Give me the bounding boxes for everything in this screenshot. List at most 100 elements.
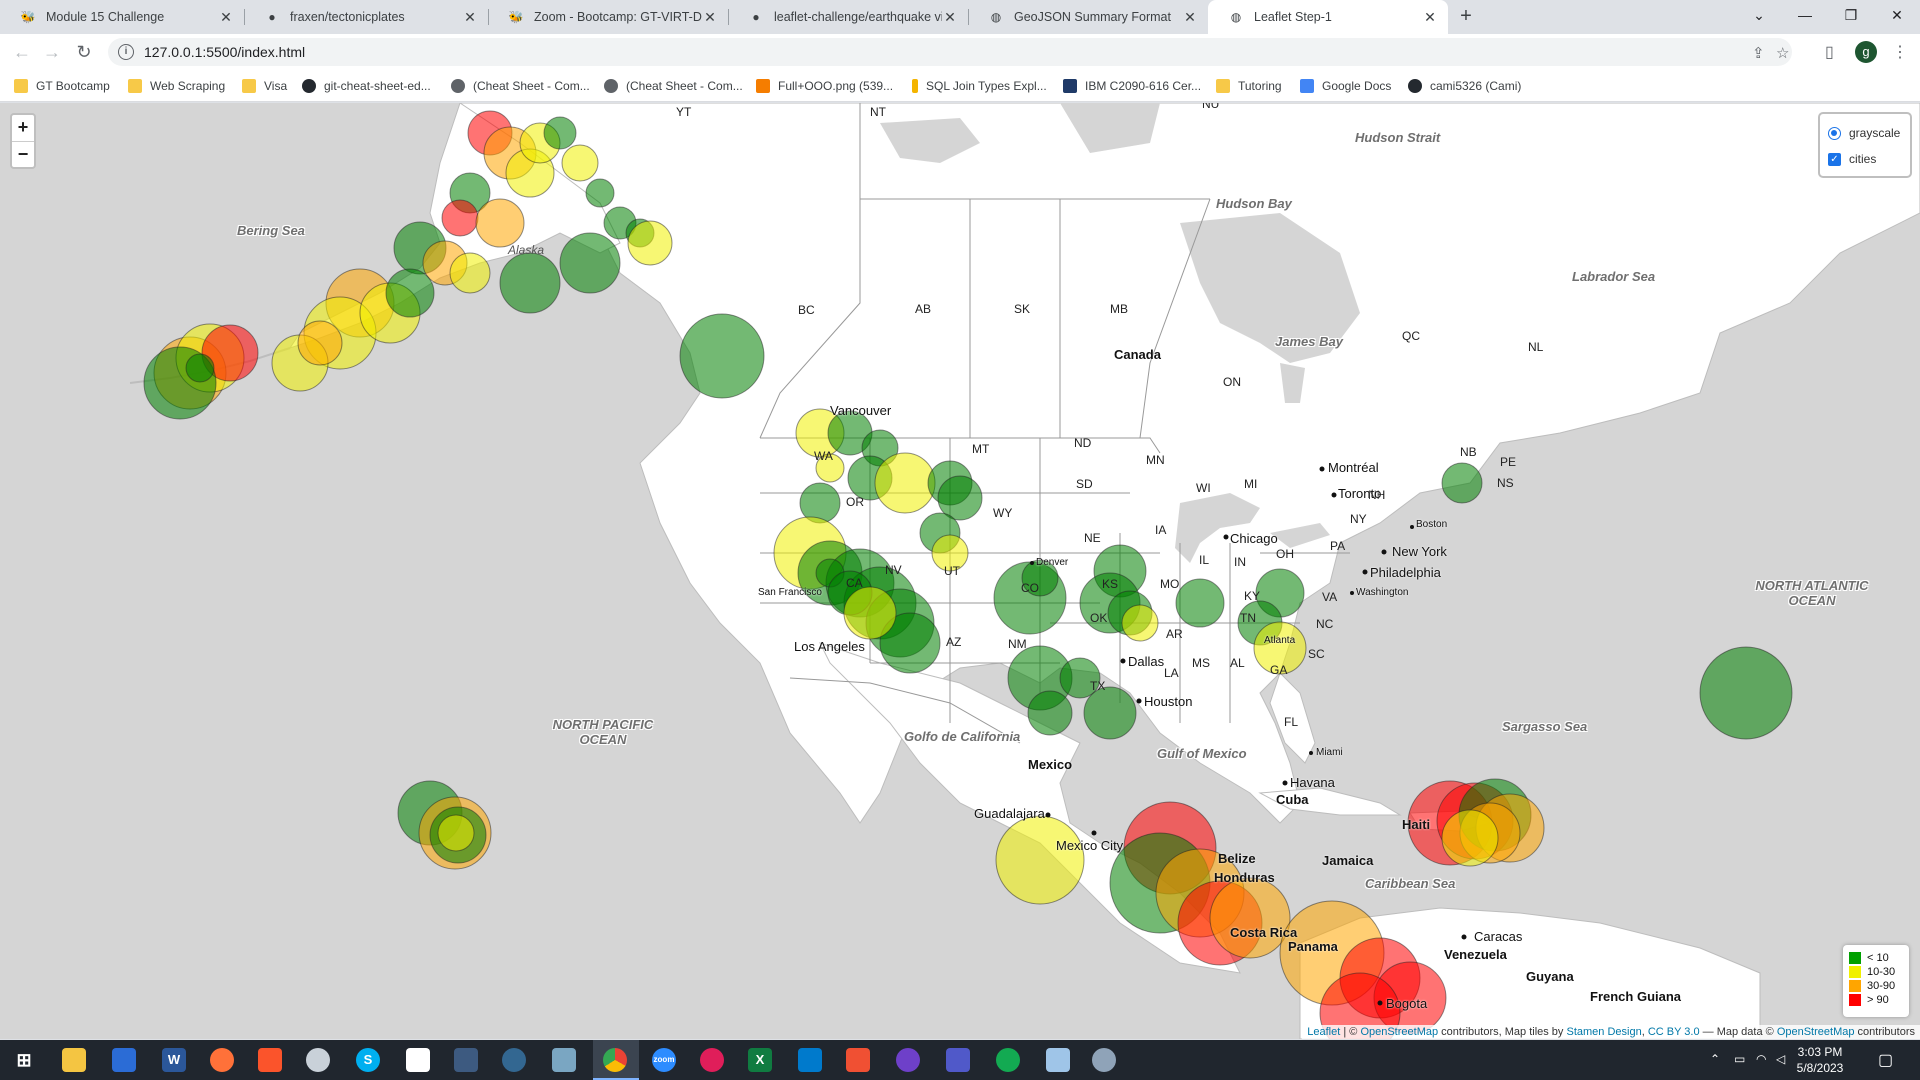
earthquake-marker[interactable] — [1059, 657, 1101, 699]
earthquake-marker[interactable] — [1121, 604, 1159, 642]
tab-module-15[interactable]: 🐝 Module 15 Challenge ✕ — [0, 0, 244, 34]
back-button[interactable]: ← — [13, 42, 31, 62]
base-layer-option[interactable]: grayscale — [1828, 120, 1902, 146]
side-panel-icon[interactable]: ▯ — [1825, 44, 1834, 61]
earthquake-marker[interactable] — [879, 612, 941, 674]
earthquake-marker[interactable] — [1441, 462, 1483, 504]
close-window-button[interactable]: ✕ — [1891, 7, 1903, 23]
earthquake-marker[interactable] — [297, 320, 343, 366]
forward-button[interactable]: → — [43, 42, 61, 62]
earthquake-marker[interactable] — [1209, 877, 1291, 959]
zoom-icon[interactable]: zoom — [652, 1048, 676, 1072]
earthquake-marker[interactable] — [201, 324, 259, 382]
wifi-icon[interactable]: ◠ — [1756, 1052, 1767, 1066]
earthquake-marker[interactable] — [874, 452, 936, 514]
overlay-layer-option[interactable]: ✓ cities — [1828, 146, 1902, 172]
excel-icon[interactable]: X — [748, 1048, 772, 1072]
tab-leaflet-challenge[interactable]: ● leaflet-challenge/earthquake visu ✕ — [728, 0, 968, 34]
bookmark-item[interactable]: GT Bootcamp — [14, 77, 110, 95]
earthquake-marker[interactable] — [937, 475, 983, 521]
battery-icon[interactable]: ▭ — [1734, 1052, 1746, 1066]
osm-link[interactable]: OpenStreetMap — [1360, 1026, 1439, 1038]
word-icon[interactable]: W — [162, 1048, 186, 1072]
file-icon[interactable] — [406, 1048, 430, 1072]
skype-icon[interactable]: S — [356, 1048, 380, 1072]
minimize-button[interactable]: — — [1798, 7, 1812, 23]
mongodb-icon[interactable] — [996, 1048, 1020, 1072]
tab-geojson-summary[interactable]: ◍ GeoJSON Summary Format ✕ — [968, 0, 1208, 34]
reload-button[interactable]: ↻ — [76, 42, 92, 62]
info-icon[interactable]: i — [118, 44, 134, 60]
osm-data-link[interactable]: OpenStreetMap — [1776, 1026, 1855, 1038]
earthquake-marker[interactable] — [449, 252, 491, 294]
bookmark-item[interactable]: Web Scraping — [128, 77, 225, 95]
address-bar[interactable]: i 127.0.0.1:5500/index.html ⇪ ☆ — [108, 38, 1792, 66]
earthquake-marker[interactable] — [679, 313, 765, 399]
earthquake-marker[interactable] — [585, 178, 615, 208]
firefox-icon[interactable] — [210, 1048, 234, 1072]
zoom-in-button[interactable]: + — [17, 117, 29, 137]
bookmark-item[interactable]: (Cheat Sheet - Com... — [451, 77, 590, 95]
bookmark-item[interactable]: git-cheat-sheet-ed... — [302, 77, 431, 95]
url-text[interactable]: 127.0.0.1:5500/index.html — [144, 44, 306, 60]
earthquake-marker[interactable] — [1083, 686, 1137, 740]
bookmark-item[interactable]: IBM C2090-616 Cer... — [1063, 77, 1201, 95]
earthquake-marker[interactable] — [1699, 646, 1793, 740]
notes-icon[interactable] — [1046, 1048, 1070, 1072]
checkbox-checked-icon[interactable]: ✓ — [1828, 152, 1841, 166]
bookmark-item[interactable]: Google Docs — [1300, 77, 1391, 95]
tab-zoom-bootcamp[interactable]: 🐝 Zoom - Bootcamp: GT-VIRT-DAT/ ✕ — [488, 0, 728, 34]
vscode-icon[interactable] — [798, 1048, 822, 1072]
earthquake-marker[interactable] — [1027, 690, 1073, 736]
leaflet-map[interactable]: Bering Sea NORTH PACIFIC OCEAN NORTH ATL… — [0, 103, 1920, 1039]
bookmark-item[interactable]: cami5326 (Cami) — [1408, 77, 1521, 95]
new-tab-button[interactable]: + — [1460, 5, 1472, 27]
close-icon[interactable]: ✕ — [1424, 8, 1436, 25]
earthquake-marker[interactable] — [499, 252, 561, 314]
earthquake-marker[interactable] — [561, 144, 599, 182]
close-icon[interactable]: ✕ — [704, 8, 716, 25]
earthquake-marker[interactable] — [185, 353, 215, 383]
earthquake-marker[interactable] — [437, 814, 475, 852]
edge-beta-icon[interactable] — [306, 1048, 330, 1072]
close-icon[interactable]: ✕ — [1184, 8, 1196, 25]
visual-studio-icon[interactable] — [454, 1048, 478, 1072]
earthquake-marker[interactable] — [543, 116, 577, 150]
bookmark-item[interactable]: (Cheat Sheet - Com... — [604, 77, 743, 95]
file-explorer-icon[interactable] — [62, 1048, 86, 1072]
brave-icon[interactable] — [258, 1048, 282, 1072]
avatar[interactable]: g — [1855, 41, 1877, 63]
earthquake-marker[interactable] — [1253, 621, 1307, 675]
earthquake-marker[interactable] — [441, 199, 479, 237]
earthquake-marker[interactable] — [475, 198, 525, 248]
earthquake-marker[interactable] — [1319, 972, 1401, 1039]
system-clock[interactable]: 3:03 PM 5/8/2023 — [1790, 1044, 1850, 1076]
bookmark-item[interactable]: SQL Join Types Expl... — [912, 77, 1047, 95]
menu-icon[interactable]: ⋮ — [1892, 44, 1908, 61]
notepad-icon[interactable] — [112, 1048, 136, 1072]
earthquake-marker[interactable] — [815, 453, 845, 483]
stamen-link[interactable]: Stamen Design — [1566, 1026, 1642, 1038]
earthquake-marker[interactable] — [995, 815, 1085, 905]
tab-leaflet-step-1[interactable]: ◍ Leaflet Step-1 ✕ — [1208, 0, 1448, 34]
postgres-icon[interactable] — [502, 1048, 526, 1072]
tab-tectonicplates[interactable]: ● fraxen/tectonicplates ✕ — [244, 0, 488, 34]
leaflet-link[interactable]: Leaflet — [1307, 1026, 1341, 1038]
close-icon[interactable]: ✕ — [944, 8, 956, 25]
bookmark-item[interactable]: Full+OOO.png (539... — [756, 77, 893, 95]
tab-search-button[interactable]: ⌄ — [1753, 7, 1765, 23]
snipping-tool-icon[interactable] — [552, 1048, 576, 1072]
bookmark-star-icon[interactable]: ☆ — [1776, 45, 1790, 62]
radio-selected-icon[interactable] — [1828, 126, 1841, 140]
earthquake-marker[interactable] — [1175, 578, 1225, 628]
cc-link[interactable]: CC BY 3.0 — [1647, 1026, 1700, 1038]
git-icon[interactable] — [846, 1048, 870, 1072]
share-icon[interactable]: ⇪ — [1752, 45, 1765, 62]
bookmark-item[interactable]: Tutoring — [1216, 77, 1282, 95]
earthquake-marker[interactable] — [559, 232, 621, 294]
close-icon[interactable]: ✕ — [464, 8, 476, 25]
feather-icon[interactable] — [1092, 1048, 1116, 1072]
tray-chevron-icon[interactable]: ⌃ — [1710, 1052, 1721, 1066]
notification-icon[interactable]: ▢ — [1878, 1052, 1894, 1069]
close-icon[interactable]: ✕ — [220, 8, 232, 25]
